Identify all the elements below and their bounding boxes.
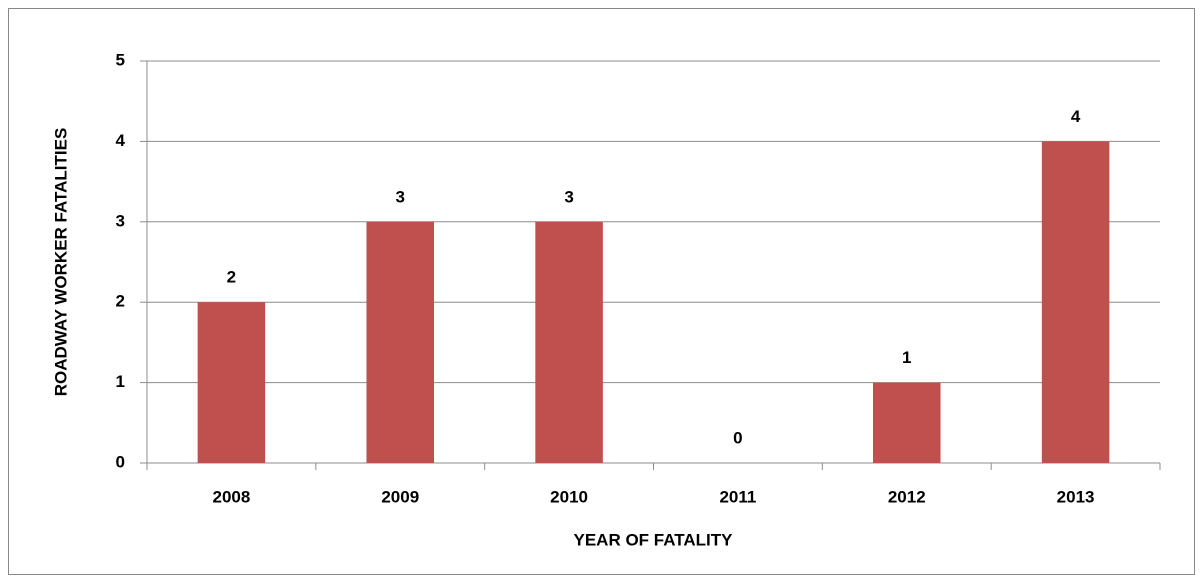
y-tick-label: 4 xyxy=(116,131,126,150)
x-axis-title: YEAR OF FATALITY xyxy=(574,530,734,549)
bar xyxy=(197,302,266,463)
data-label: 0 xyxy=(733,428,742,447)
x-tick-label: 2013 xyxy=(1057,487,1095,506)
x-tick-label: 2011 xyxy=(719,487,756,506)
y-axis-title: ROADWAY WORKER FATALITIES xyxy=(51,128,70,397)
x-tick-label: 2010 xyxy=(550,487,588,506)
data-label: 2 xyxy=(227,268,236,287)
y-tick-label: 2 xyxy=(116,292,125,311)
y-tick-label: 1 xyxy=(116,372,125,391)
bar xyxy=(366,221,435,463)
x-tick-label: 2012 xyxy=(888,487,926,506)
bar xyxy=(872,382,941,463)
bar xyxy=(1041,141,1110,463)
data-label: 3 xyxy=(396,187,405,206)
y-tick-label: 3 xyxy=(116,211,125,230)
y-tick-label: 0 xyxy=(116,452,125,471)
x-tick-label: 2009 xyxy=(381,487,419,506)
data-label: 1 xyxy=(902,348,911,367)
bar xyxy=(535,221,603,463)
x-tick-label: 2008 xyxy=(213,487,251,506)
data-label: 3 xyxy=(564,187,573,206)
data-label: 4 xyxy=(1071,107,1081,126)
y-tick-label: 5 xyxy=(116,50,125,69)
